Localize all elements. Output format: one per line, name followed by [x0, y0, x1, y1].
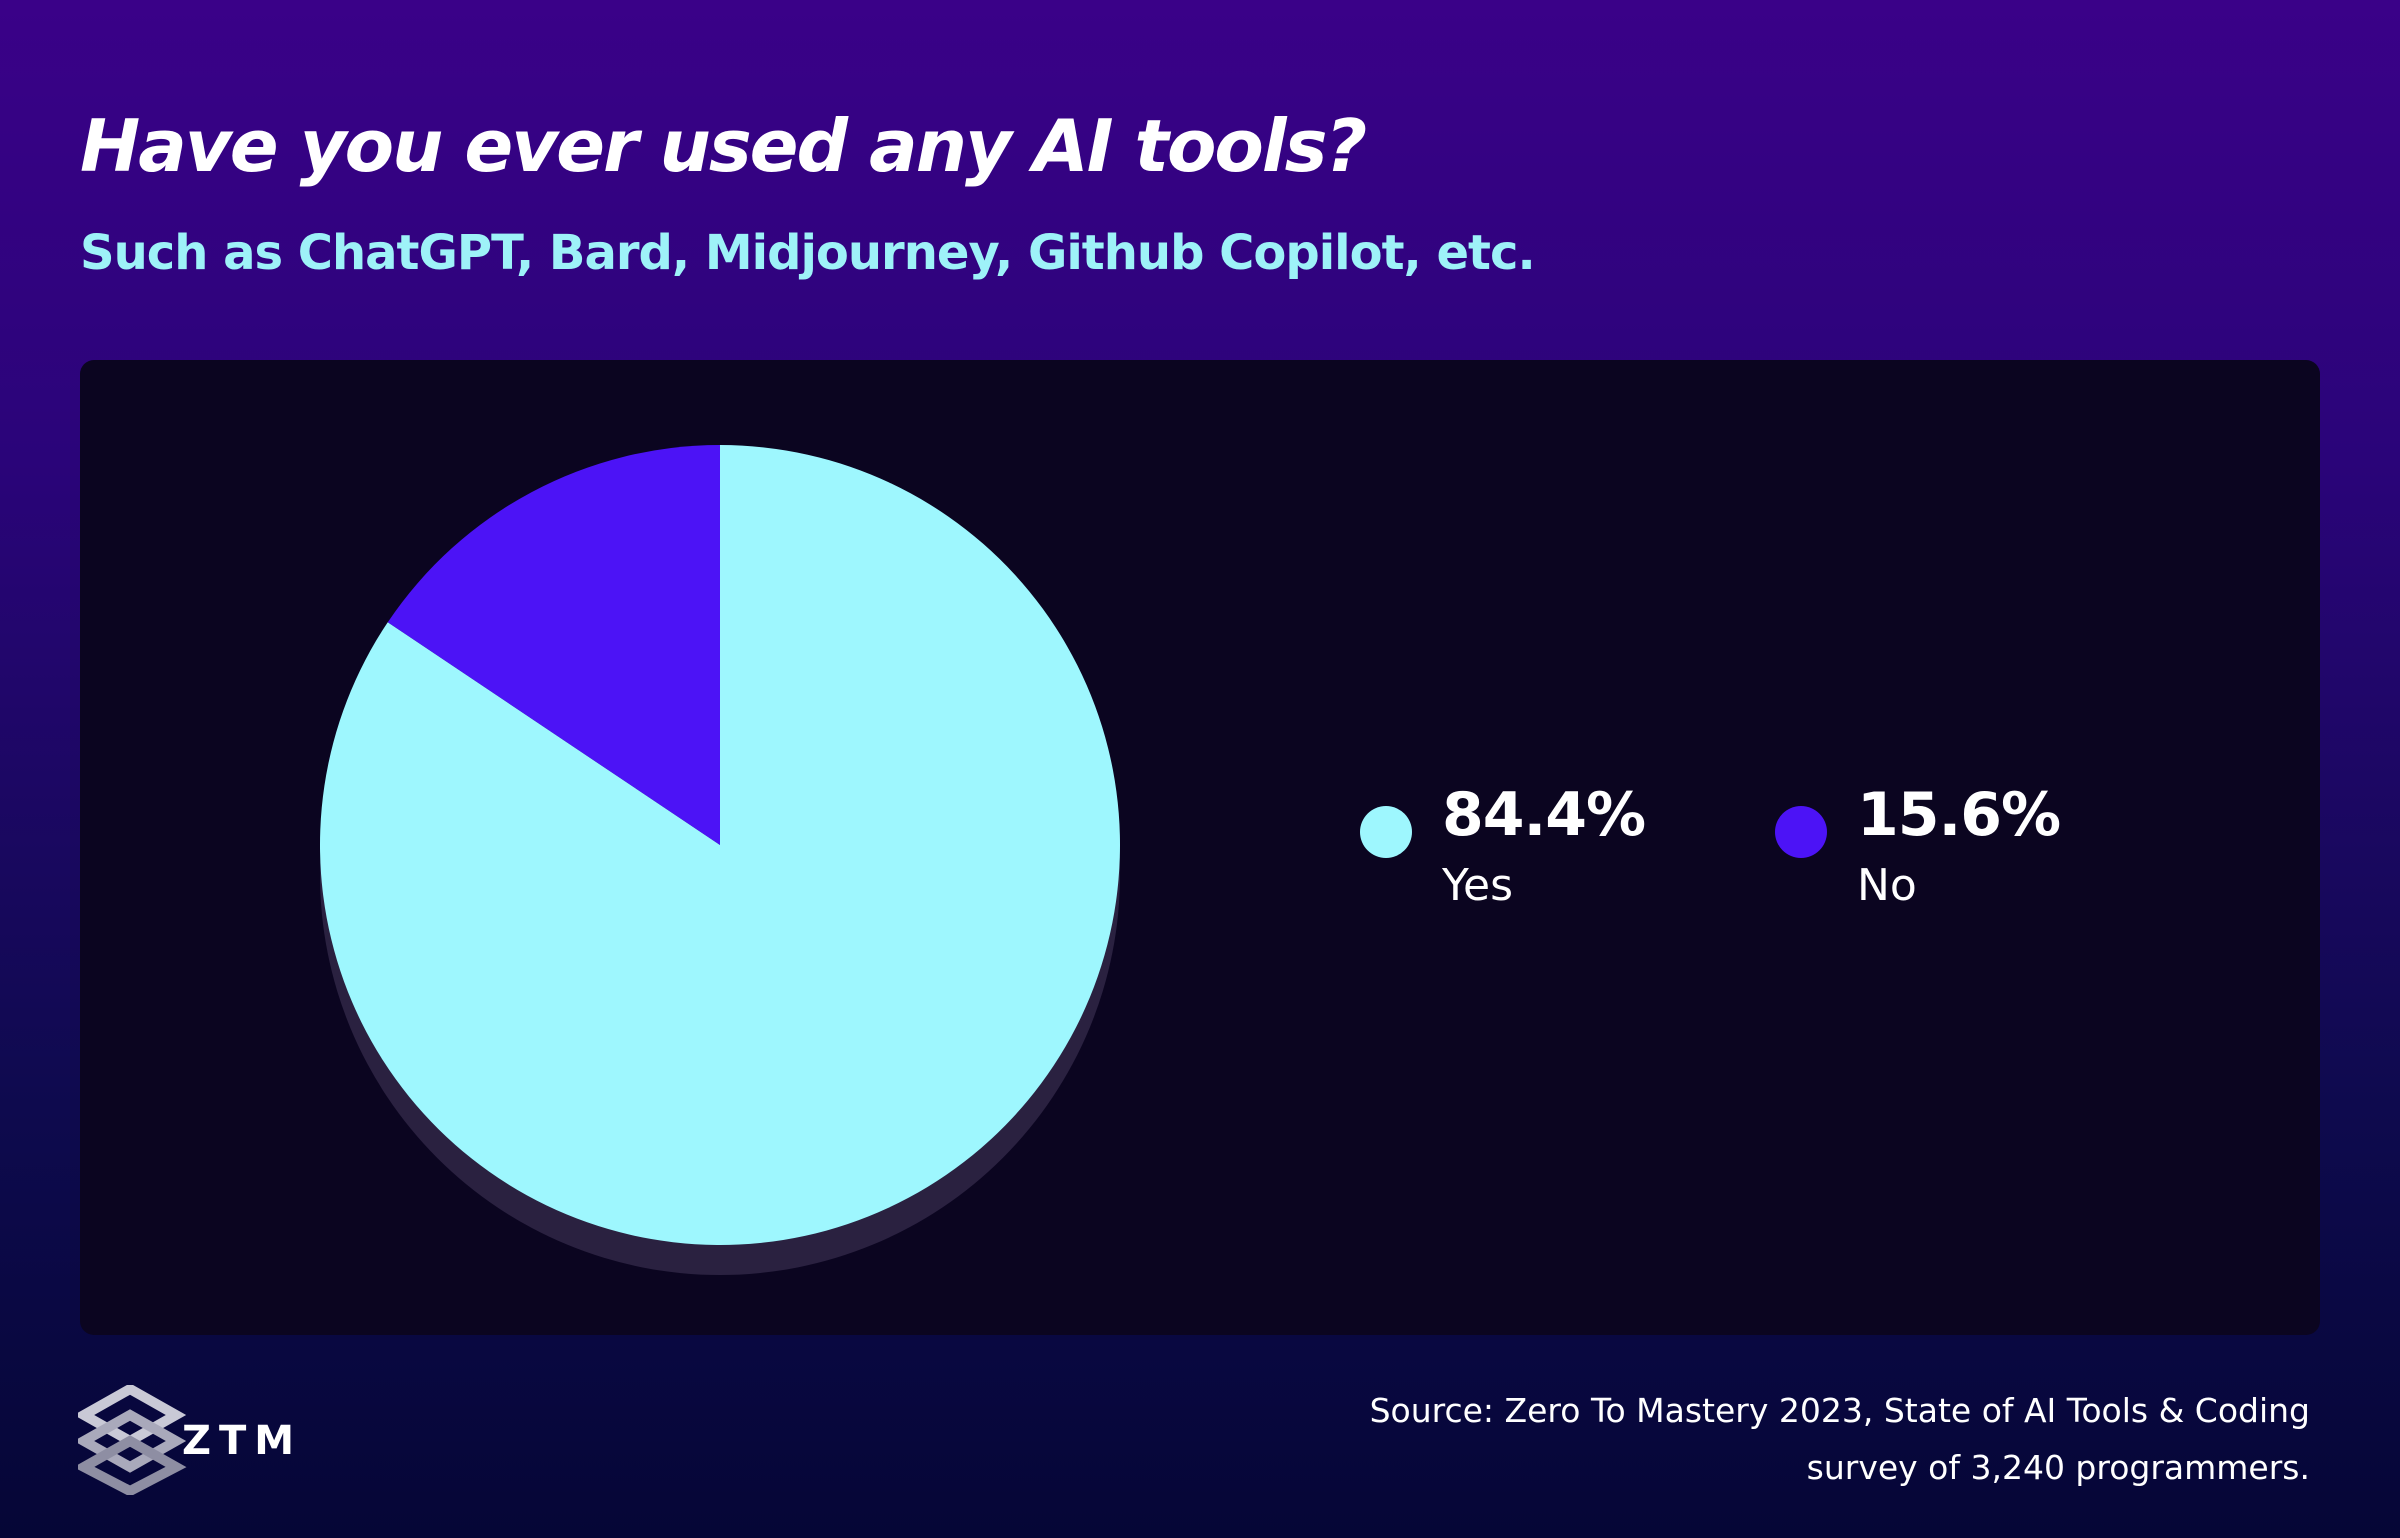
- ztm-logo-text: ZTM: [182, 1418, 303, 1464]
- ztm-logo-icon: [78, 1385, 187, 1495]
- source-note: Source: Zero To Mastery 2023, State of A…: [1370, 1382, 2310, 1496]
- pie-slice-yes: [319, 445, 1120, 1245]
- legend-label-no: No: [1857, 860, 1917, 911]
- pie-chart: [319, 445, 1120, 1275]
- pie-slice-no: [387, 445, 720, 845]
- chart-panel: 84.4% Yes 15.6% No: [80, 360, 2320, 1335]
- source-line-1: Source: Zero To Mastery 2023, State of A…: [1369, 1391, 2310, 1430]
- legend-dot-no: [1775, 806, 1827, 858]
- legend-percent-yes: 84.4%: [1442, 780, 1646, 850]
- chart-title: Have you ever used any AI tools?: [80, 104, 1367, 188]
- source-line-2: survey of 3,240 programmers.: [1806, 1448, 2310, 1487]
- legend-percent-no: 15.6%: [1857, 780, 2061, 850]
- legend-dot-yes: [1360, 806, 1412, 858]
- chart-subtitle: Such as ChatGPT, Bard, Midjourney, Githu…: [80, 225, 1536, 281]
- legend-label-yes: Yes: [1442, 860, 1514, 911]
